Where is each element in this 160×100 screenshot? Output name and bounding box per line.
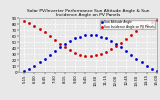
Sun Altitude Angle: [151, 68, 153, 70]
Sun Incidence Angle on PV Panels: [74, 52, 76, 53]
Sun Incidence Angle on PV Panels: [54, 40, 56, 41]
Sun Altitude Angle: [34, 65, 36, 67]
Sun Altitude Angle: [95, 35, 97, 36]
Sun Altitude Angle: [23, 70, 25, 71]
Sun Altitude Angle: [79, 36, 81, 37]
Sun Incidence Angle on PV Panels: [156, 20, 158, 21]
Sun Altitude Angle: [28, 68, 30, 70]
Sun Altitude Angle: [49, 55, 51, 56]
Sun Altitude Angle: [84, 35, 86, 36]
Sun Incidence Angle on PV Panels: [49, 35, 51, 37]
Sun Incidence Angle on PV Panels: [136, 31, 137, 32]
Sun Incidence Angle on PV Panels: [100, 53, 102, 55]
Sun Altitude Angle: [44, 58, 46, 59]
Sun Incidence Angle on PV Panels: [146, 24, 148, 25]
Sun Incidence Angle on PV Panels: [95, 55, 97, 56]
Sun Incidence Angle on PV Panels: [130, 34, 132, 35]
Sun Altitude Angle: [120, 47, 122, 48]
Sun Incidence Angle on PV Panels: [44, 32, 46, 33]
Sun Altitude Angle: [100, 36, 102, 37]
Sun Altitude Angle: [115, 43, 117, 44]
Sun Altitude Angle: [64, 43, 66, 44]
Sun Incidence Angle on PV Panels: [79, 54, 81, 55]
Sun Altitude Angle: [105, 38, 107, 39]
Sun Altitude Angle: [69, 40, 71, 41]
Sun Incidence Angle on PV Panels: [110, 49, 112, 50]
Sun Altitude Angle: [90, 34, 92, 35]
Sun Incidence Angle on PV Panels: [151, 22, 153, 23]
Sun Altitude Angle: [110, 40, 112, 41]
Sun Incidence Angle on PV Panels: [34, 25, 36, 26]
Sun Incidence Angle on PV Panels: [39, 28, 40, 29]
Sun Incidence Angle on PV Panels: [69, 50, 71, 51]
Sun Altitude Angle: [74, 38, 76, 39]
Line: Sun Altitude Angle: Sun Altitude Angle: [24, 34, 157, 71]
Sun Altitude Angle: [156, 70, 158, 71]
Sun Altitude Angle: [140, 62, 142, 63]
Sun Altitude Angle: [130, 55, 132, 56]
Line: Sun Incidence Angle on PV Panels: Sun Incidence Angle on PV Panels: [24, 20, 157, 56]
Legend: Sun Altitude Angle, Sun Incidence Angle on PV Panels: Sun Altitude Angle, Sun Incidence Angle …: [100, 20, 155, 29]
Sun Incidence Angle on PV Panels: [105, 51, 107, 52]
Sun Incidence Angle on PV Panels: [125, 38, 127, 40]
Sun Incidence Angle on PV Panels: [59, 43, 61, 44]
Sun Altitude Angle: [136, 58, 137, 59]
Sun Incidence Angle on PV Panels: [140, 27, 142, 28]
Sun Incidence Angle on PV Panels: [64, 47, 66, 48]
Sun Incidence Angle on PV Panels: [120, 42, 122, 43]
Sun Incidence Angle on PV Panels: [23, 20, 25, 22]
Sun Incidence Angle on PV Panels: [28, 22, 30, 23]
Sun Altitude Angle: [146, 65, 148, 67]
Sun Altitude Angle: [54, 50, 56, 52]
Sun Incidence Angle on PV Panels: [84, 55, 86, 56]
Sun Altitude Angle: [59, 47, 61, 48]
Title: Solar PV/Inverter Performance Sun Altitude Angle & Sun Incidence Angle on PV Pan: Solar PV/Inverter Performance Sun Altitu…: [27, 9, 149, 17]
Sun Incidence Angle on PV Panels: [90, 55, 92, 56]
Sun Incidence Angle on PV Panels: [115, 46, 117, 47]
Sun Altitude Angle: [39, 62, 40, 63]
Sun Altitude Angle: [125, 50, 127, 52]
